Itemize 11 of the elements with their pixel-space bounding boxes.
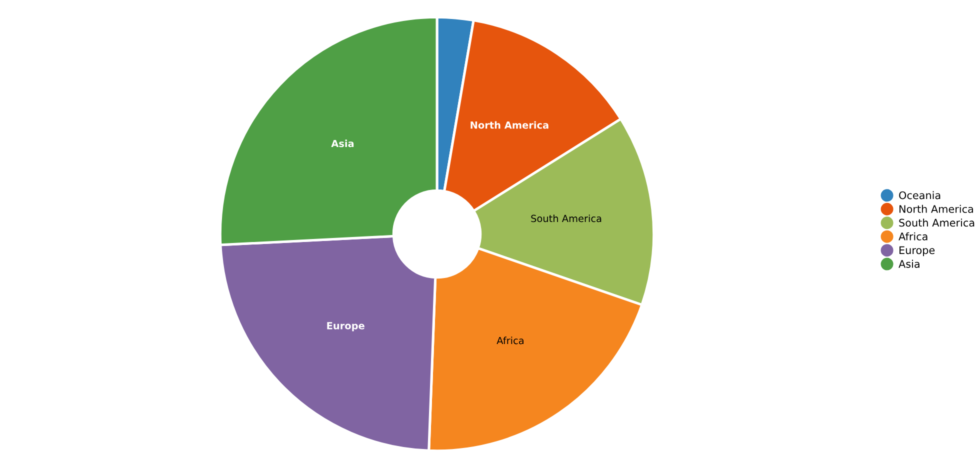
legend-label: Oceania [899,191,940,200]
legend-label: Africa [898,232,928,240]
legend-label: North America [900,204,973,213]
slice-label: Europe [327,322,364,332]
legend-label: Europe [900,246,935,256]
slice-label: Asia [331,140,354,148]
legend-label: Asia [898,260,920,268]
slice-label: Africa [496,336,524,344]
slice-label: North America [470,121,548,129]
legend-label: South America [899,218,974,227]
slice-label: South America [531,214,602,222]
